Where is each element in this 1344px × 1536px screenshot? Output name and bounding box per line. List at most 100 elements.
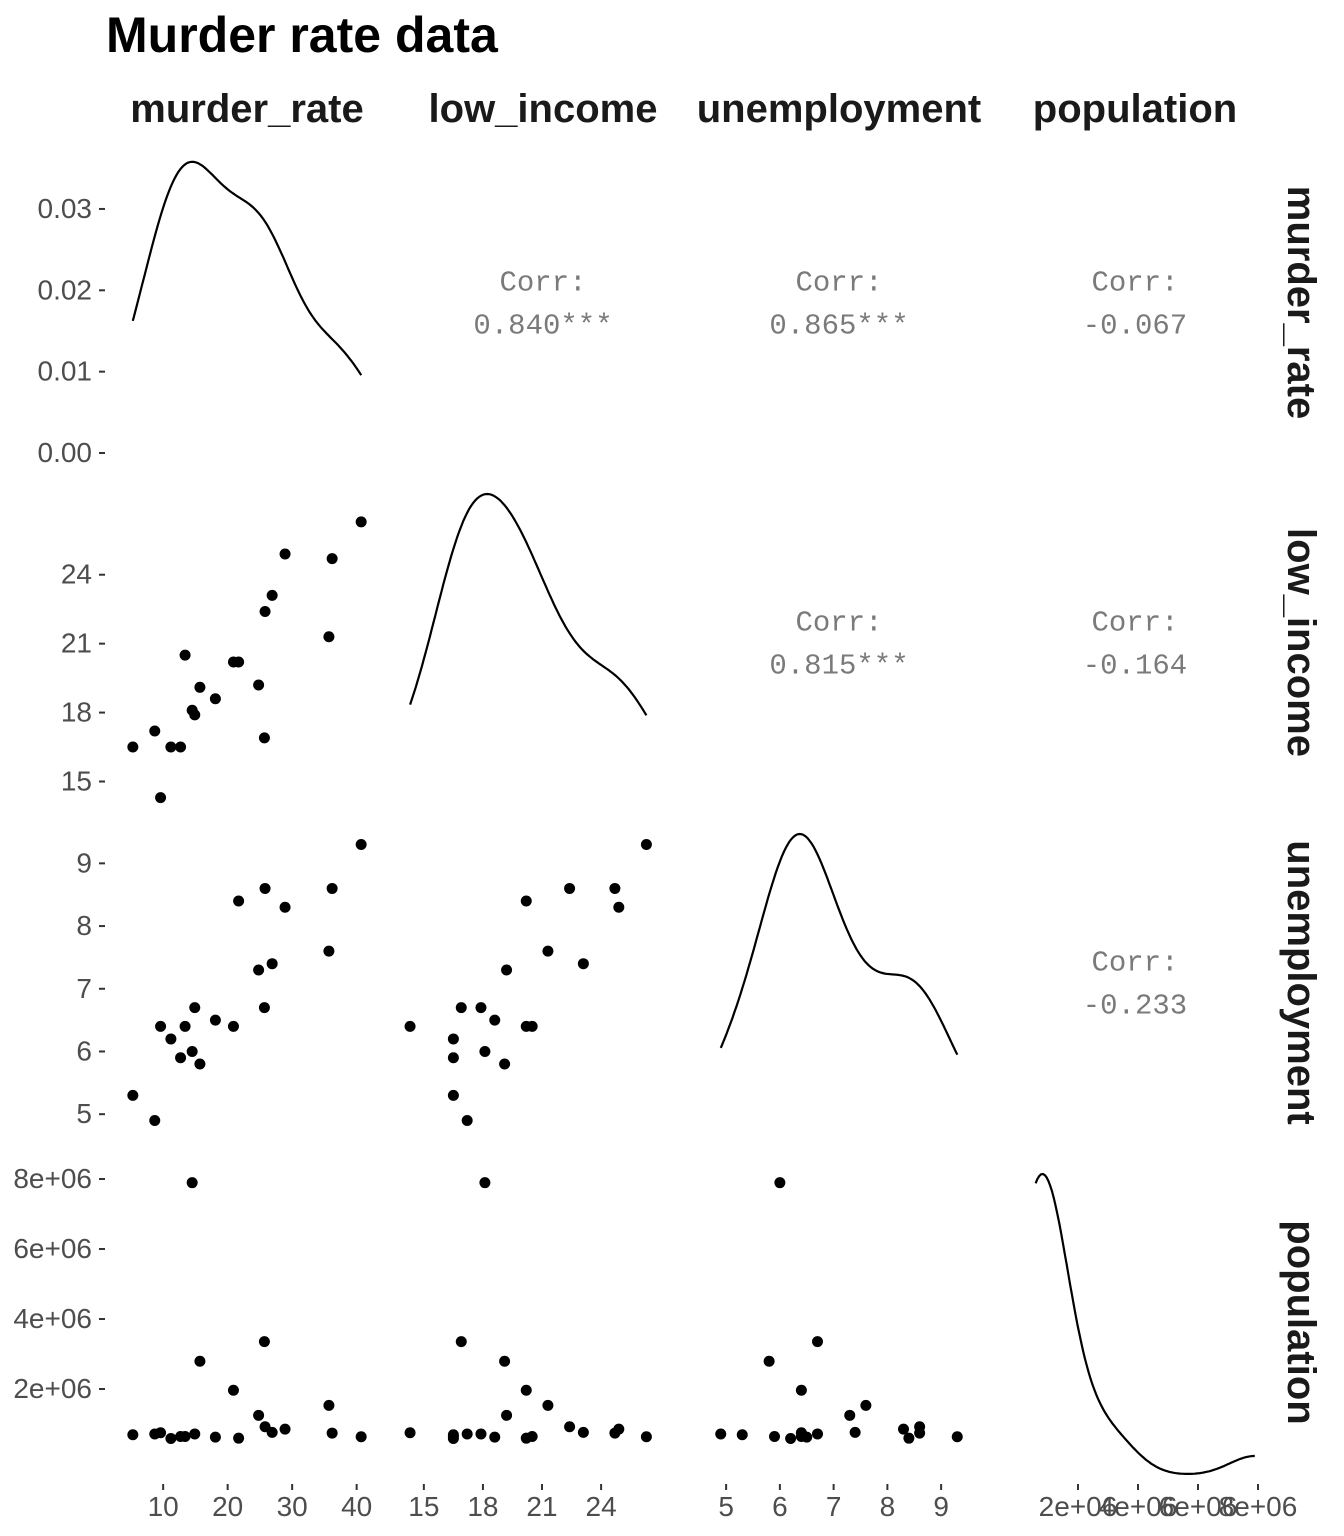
x-tick-label: 4e+06 [1099, 1491, 1178, 1522]
x-tick-label: 7 [826, 1491, 842, 1522]
scatter-point [542, 1399, 554, 1411]
scatter-point [447, 1033, 459, 1045]
scatter-point [499, 1058, 511, 1070]
scatter-point [127, 1429, 139, 1441]
scatter-point [149, 725, 161, 737]
scatter-point [258, 1002, 270, 1014]
correlation-value: 0.840*** [473, 310, 612, 343]
scatter-point [844, 1409, 856, 1421]
scatter-point [266, 589, 278, 601]
density-curve [131, 160, 363, 376]
scatter-point [461, 1428, 473, 1440]
scatter-point [233, 895, 245, 907]
scatter-point [475, 1428, 487, 1440]
scatter-point [795, 1384, 807, 1396]
scatter-point [165, 1432, 177, 1444]
scatter-point [613, 1423, 625, 1435]
scatter-point [564, 1421, 576, 1433]
scatter-point [489, 1431, 501, 1443]
scatter-point [179, 1020, 191, 1032]
scatter-point [404, 1020, 416, 1032]
y-tick-label: 9 [76, 847, 92, 878]
y-tick-label: 2e+06 [13, 1373, 92, 1404]
column-strip-label: low_income [429, 87, 658, 131]
x-tick-label: 10 [148, 1491, 179, 1522]
x-tick-label: 8 [880, 1491, 896, 1522]
x-tick-label: 20 [212, 1491, 243, 1522]
scatter-point [155, 1427, 167, 1439]
correlation-value: -0.164 [1083, 650, 1187, 683]
scatter-point [898, 1423, 909, 1435]
x-tick-label: 6e+06 [1159, 1491, 1238, 1522]
scatter-point [326, 553, 338, 565]
y-tick-label: 6 [76, 1035, 92, 1066]
y-tick-label: 15 [61, 766, 92, 797]
scatter-point [404, 1427, 416, 1439]
scatter-point [209, 693, 221, 705]
y-tick-label: 0.00 [38, 437, 93, 468]
y-tick-label: 5 [76, 1098, 92, 1129]
scatter-point [769, 1430, 780, 1442]
scatter-point [849, 1426, 861, 1438]
scatter-point [233, 656, 245, 668]
scatter-point [253, 679, 265, 691]
density-curve [409, 492, 648, 716]
matrix-panels: murder_rate murder_rate low_income low_inco… [13, 87, 1323, 1522]
scatter-point [447, 1430, 459, 1442]
x-tick-label: 2e+06 [1039, 1491, 1118, 1522]
y-tick-label: 24 [61, 559, 92, 590]
x-tick-label: 9 [933, 1491, 949, 1522]
correlation-label: Corr: [795, 267, 882, 300]
scatter-point [455, 1002, 467, 1014]
correlation-label: Corr: [1091, 947, 1178, 980]
scatter-point [479, 1177, 491, 1189]
scatter-point [640, 839, 652, 851]
scatter-point [763, 1355, 775, 1367]
scatter-point [209, 1431, 221, 1443]
scatter-point [127, 1089, 139, 1101]
column-strip-label: murder_rate [130, 87, 363, 131]
scatter-point [860, 1399, 872, 1411]
scatter-point [461, 1114, 473, 1126]
scatter-point [259, 1421, 271, 1433]
scatter-point [812, 1428, 823, 1440]
scatter-point [785, 1432, 797, 1444]
scatter-point [489, 1014, 501, 1026]
density-curve [719, 832, 959, 1056]
scatter-point [542, 945, 554, 957]
scatter-point [165, 741, 177, 753]
scatter-point [501, 964, 513, 976]
scatter-point [520, 1384, 532, 1396]
scatter-point [279, 548, 291, 560]
x-tick-label: 21 [526, 1491, 557, 1522]
correlation-label: Corr: [499, 267, 586, 300]
scatter-point [447, 1089, 459, 1101]
scatter-point [227, 1384, 239, 1396]
correlation-label: Corr: [795, 607, 882, 640]
scatter-point [194, 1058, 206, 1070]
scatter-point [279, 1423, 291, 1435]
scatter-point [715, 1428, 727, 1440]
scatter-point [355, 1431, 367, 1443]
scatter-point [209, 1014, 221, 1026]
scatter-point [279, 901, 291, 913]
x-tick-label: 5 [718, 1491, 734, 1522]
y-tick-label: 21 [61, 628, 92, 659]
scatter-point [189, 709, 201, 721]
scatter-point [355, 516, 367, 528]
scatter-point [951, 1431, 963, 1443]
column-strip-label: unemployment [697, 87, 981, 131]
scatter-point [227, 1020, 239, 1032]
scatter-point [155, 792, 167, 804]
scatter-point [127, 741, 139, 753]
scatter-point [812, 1336, 823, 1348]
scatter-point [323, 1399, 335, 1411]
scatter-point [266, 958, 278, 970]
y-tick-label: 18 [61, 697, 92, 728]
y-tick-label: 0.01 [38, 356, 93, 387]
scatter-point [903, 1432, 915, 1444]
scatter-point [577, 1426, 589, 1438]
x-tick-label: 15 [408, 1491, 439, 1522]
scatter-point [564, 882, 576, 894]
scatter-point [499, 1355, 511, 1367]
